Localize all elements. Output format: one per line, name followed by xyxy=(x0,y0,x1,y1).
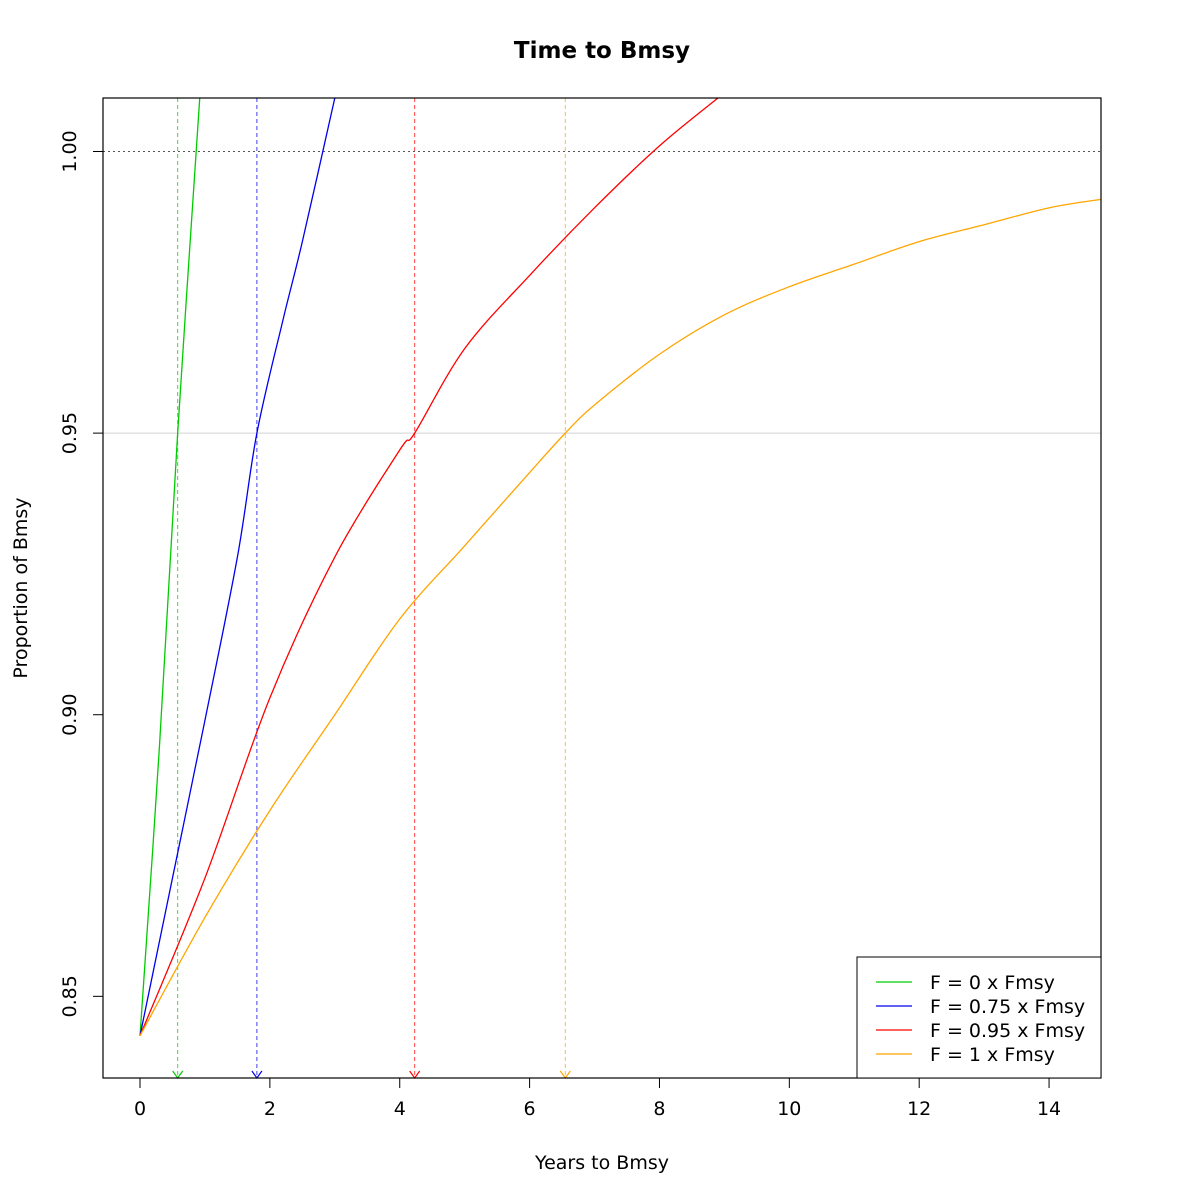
x-tick-label: 8 xyxy=(653,1098,665,1120)
legend-box xyxy=(856,956,1102,1079)
plot-frame xyxy=(102,97,1102,1079)
y-tick-label: 0.90 xyxy=(59,694,81,736)
x-tick-label: 6 xyxy=(524,1098,536,1120)
y-tick-label: 0.85 xyxy=(59,975,81,1017)
legend-label: F = 0.95 x Fmsy xyxy=(930,1020,1085,1042)
legend-label: F = 0.75 x Fmsy xyxy=(930,996,1085,1018)
x-tick-label: 12 xyxy=(907,1098,931,1120)
legend-label: F = 0 x Fmsy xyxy=(930,972,1055,994)
x-tick-label: 2 xyxy=(264,1098,276,1120)
series-line xyxy=(139,98,719,1037)
series-line xyxy=(139,98,336,1036)
x-tick-label: 0 xyxy=(134,1098,146,1120)
y-tick-label: 0.95 xyxy=(59,412,81,454)
chart-title: Time to Bmsy xyxy=(514,38,690,64)
legend-label: F = 1 x Fmsy xyxy=(930,1044,1055,1066)
series-line xyxy=(139,98,201,1036)
y-tick-label: 1.00 xyxy=(59,130,81,172)
x-tick-label: 10 xyxy=(777,1098,801,1120)
x-axis-label: Years to Bmsy xyxy=(534,1152,669,1174)
x-tick-label: 4 xyxy=(394,1098,406,1120)
series-line xyxy=(139,198,1101,1037)
x-tick-label: 14 xyxy=(1037,1098,1061,1120)
y-axis-label: Proportion of Bmsy xyxy=(10,497,32,678)
